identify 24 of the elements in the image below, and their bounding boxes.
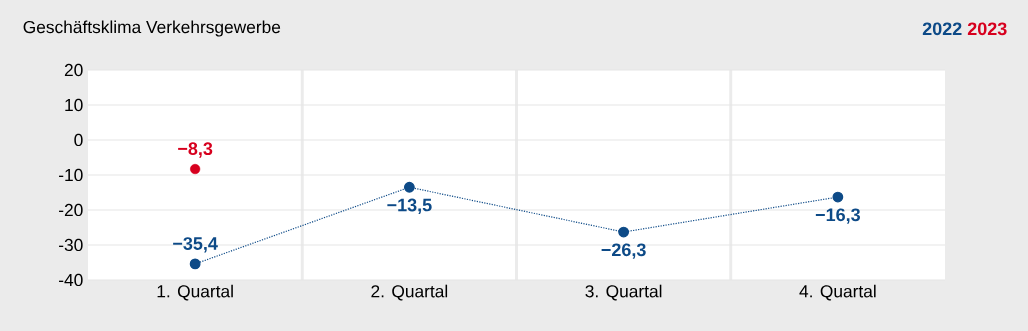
y-tick-label: -40 <box>59 273 83 287</box>
y-tick-label: 20 <box>64 63 83 77</box>
chart-title: Geschäftsklima Verkehrsgewerbe <box>23 20 281 37</box>
text: 2022 <box>922 22 962 36</box>
data-label: −35,4 <box>173 237 218 253</box>
y-tick-label: 10 <box>65 98 83 112</box>
point <box>189 258 201 270</box>
y-tick-label: -20 <box>59 203 83 217</box>
x-tick-label: 3. Quartal <box>585 284 662 301</box>
x-tick-label: 2. Quartal <box>371 284 448 301</box>
data-label: −8,3 <box>178 142 213 158</box>
x-tick-label: 4. Quartal <box>799 284 876 301</box>
x-tick-label: 1. Quartal <box>157 284 233 301</box>
point <box>618 226 630 238</box>
text: 2023 <box>967 22 1007 36</box>
data-label: −16,3 <box>815 208 860 224</box>
y-tick-label: 0 <box>74 133 83 147</box>
point <box>190 163 201 175</box>
y-tick-label: -10 <box>59 168 83 182</box>
point <box>403 181 415 193</box>
data-label: −13,5 <box>387 198 432 214</box>
y-tick-label: -30 <box>59 238 83 252</box>
data-label: −26,3 <box>601 243 646 259</box>
point <box>832 191 844 203</box>
